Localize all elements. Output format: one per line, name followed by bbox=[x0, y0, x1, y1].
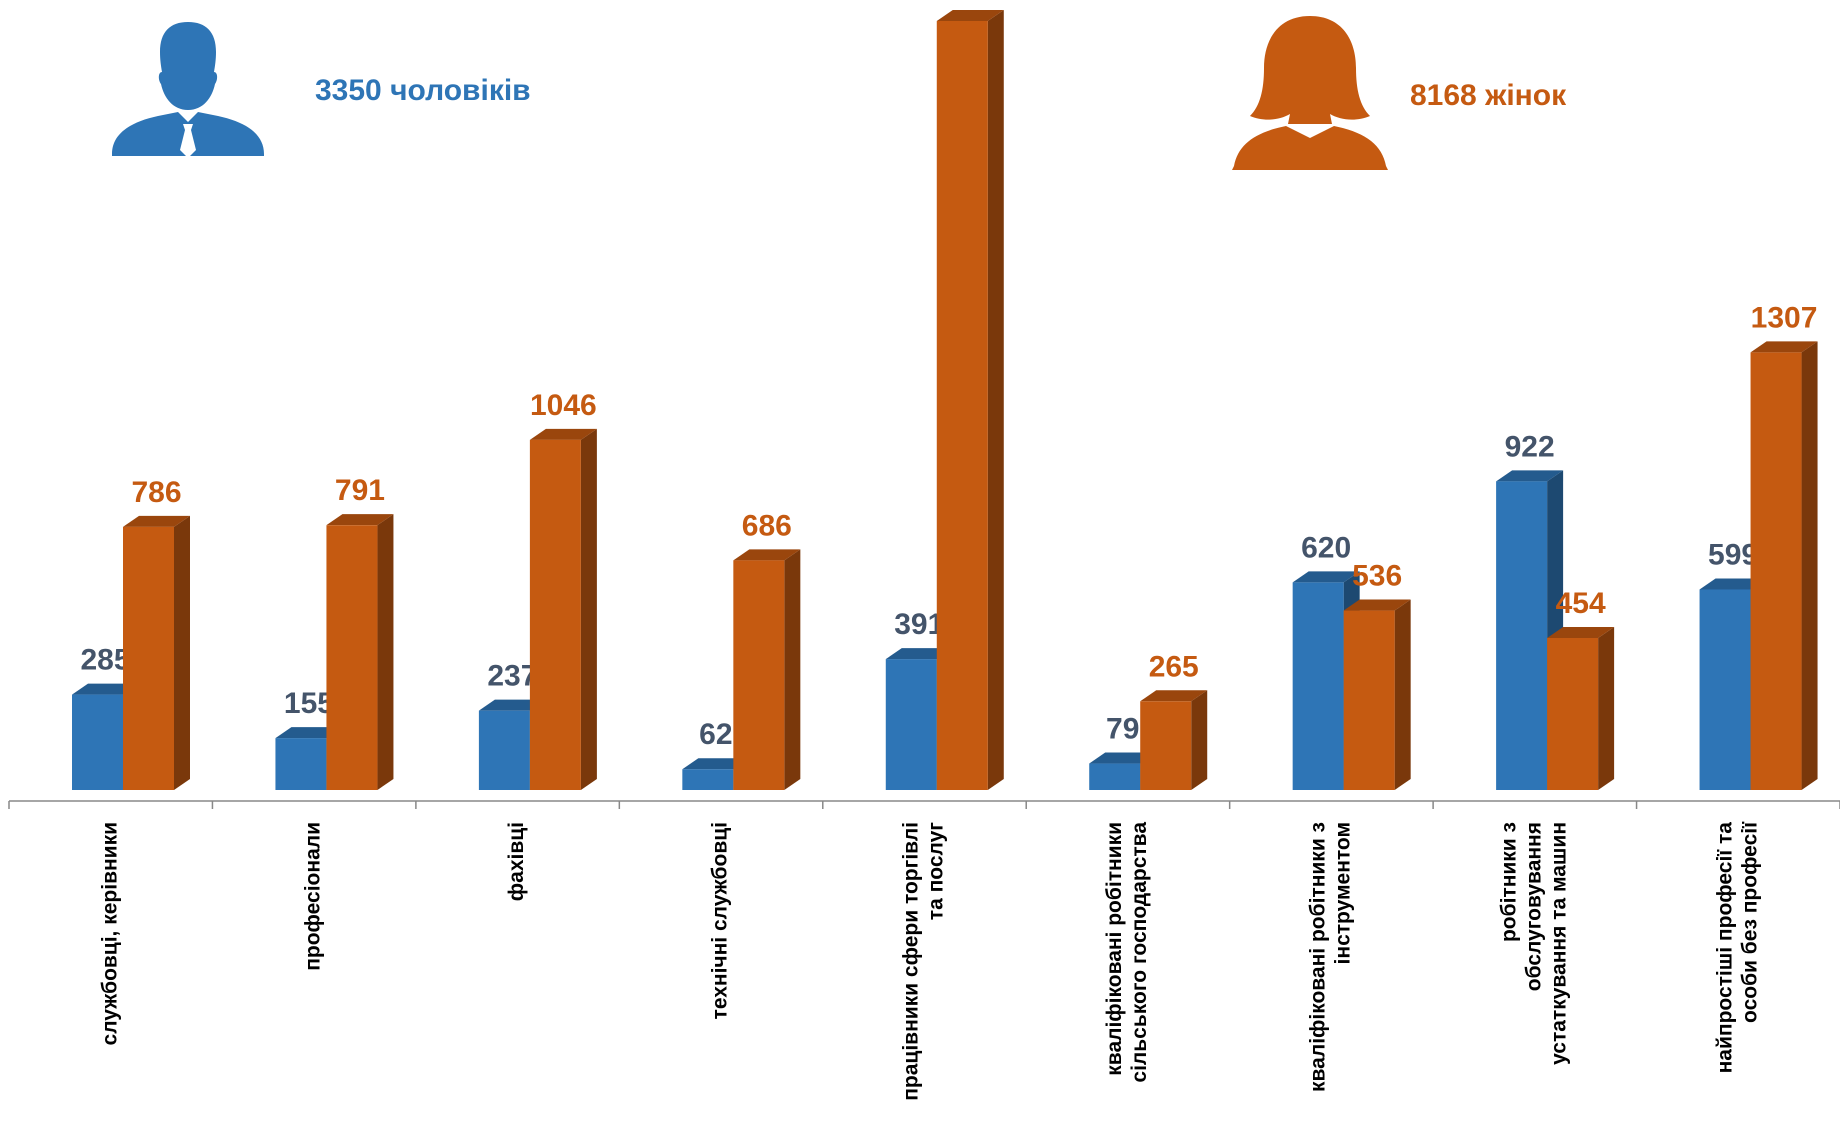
x-tick-label: найпростіші професії та bbox=[1713, 822, 1736, 1074]
value-label: 686 bbox=[742, 509, 792, 542]
bar-top bbox=[1089, 752, 1157, 764]
bar bbox=[1140, 701, 1192, 790]
value-label: 2297 bbox=[937, 0, 1004, 3]
bar bbox=[529, 439, 581, 790]
x-tick-label: працівники сфери торгівлі bbox=[900, 822, 923, 1101]
bar bbox=[123, 526, 174, 790]
bar bbox=[1699, 589, 1751, 790]
legend-label: 8168 жінок bbox=[1410, 79, 1567, 112]
bar bbox=[682, 769, 734, 790]
bar-top bbox=[1750, 341, 1818, 353]
x-tick-label: професіонали bbox=[302, 822, 325, 971]
value-label: 237 bbox=[487, 660, 537, 693]
x-tick-label: фахівці bbox=[505, 822, 528, 901]
bar-top bbox=[1496, 470, 1564, 482]
x-tick-label: інструментом bbox=[1331, 822, 1354, 964]
value-label: 155 bbox=[284, 687, 334, 720]
bar bbox=[275, 738, 327, 790]
bar-side bbox=[580, 428, 597, 790]
bar-side bbox=[377, 514, 394, 790]
bar-top bbox=[275, 727, 343, 739]
x-tick-label: кваліфіковані робітники з bbox=[1306, 822, 1329, 1092]
value-label: 454 bbox=[1556, 587, 1606, 620]
value-label: 922 bbox=[1505, 430, 1555, 463]
bar-top bbox=[123, 515, 190, 527]
value-label: 599 bbox=[1708, 538, 1758, 571]
value-label: 79 bbox=[1106, 713, 1139, 746]
bar bbox=[1089, 763, 1141, 790]
bar-top bbox=[1292, 571, 1360, 583]
bar bbox=[885, 659, 937, 790]
bar bbox=[733, 560, 785, 790]
man-icon bbox=[112, 22, 264, 158]
bar bbox=[478, 710, 530, 790]
value-label: 285 bbox=[80, 644, 130, 677]
bar bbox=[1343, 610, 1395, 790]
x-tick-label: особи без професії bbox=[1738, 821, 1761, 1023]
bar bbox=[72, 694, 123, 790]
bar bbox=[1496, 481, 1548, 790]
bar bbox=[1292, 582, 1344, 790]
bar-side bbox=[1801, 341, 1818, 790]
bar-top bbox=[1140, 690, 1208, 702]
bar-top bbox=[478, 699, 546, 711]
bar-side bbox=[1598, 627, 1615, 790]
woman-icon bbox=[1232, 16, 1388, 170]
bar-top bbox=[733, 549, 801, 561]
bar-top bbox=[1699, 578, 1767, 590]
x-tick-label: кваліфіковані робітники bbox=[1103, 822, 1126, 1076]
x-tick-label: технічні службовці bbox=[709, 822, 732, 1019]
x-tick-label: обслуговування bbox=[1522, 822, 1545, 991]
bar-side bbox=[174, 515, 190, 790]
bar bbox=[936, 21, 988, 790]
bar-side bbox=[1191, 690, 1208, 790]
bar-top bbox=[72, 683, 139, 695]
value-label: 791 bbox=[335, 474, 385, 507]
value-label: 62 bbox=[699, 718, 732, 751]
value-label: 265 bbox=[1149, 650, 1199, 683]
legend-label: 3350 чоловіків bbox=[315, 74, 531, 107]
bar bbox=[326, 525, 378, 790]
bar bbox=[1750, 352, 1802, 790]
bar-top bbox=[326, 514, 394, 526]
bar-side bbox=[784, 549, 801, 790]
bar-top bbox=[936, 10, 1004, 21]
x-tick-label: сільського господарства bbox=[1128, 822, 1151, 1083]
value-label: 391 bbox=[894, 608, 944, 641]
x-tick-label: та послуг bbox=[925, 822, 948, 920]
bar-top bbox=[682, 758, 750, 770]
bar-top bbox=[1343, 599, 1411, 611]
bar-side bbox=[987, 10, 1004, 790]
x-tick-label: службовці, керівники bbox=[98, 822, 121, 1045]
x-tick-label: устаткування та машин bbox=[1547, 822, 1570, 1065]
bar-top bbox=[1547, 627, 1615, 639]
value-label: 536 bbox=[1352, 560, 1402, 593]
bar-top bbox=[529, 428, 597, 440]
value-label: 620 bbox=[1301, 531, 1351, 564]
value-label: 1046 bbox=[530, 389, 597, 422]
bar-side bbox=[1394, 599, 1411, 790]
bar bbox=[1547, 638, 1599, 790]
x-tick-label: робітники з bbox=[1497, 822, 1520, 942]
value-label: 1307 bbox=[1751, 301, 1818, 334]
value-label: 786 bbox=[131, 476, 181, 509]
bar-top bbox=[885, 648, 953, 660]
